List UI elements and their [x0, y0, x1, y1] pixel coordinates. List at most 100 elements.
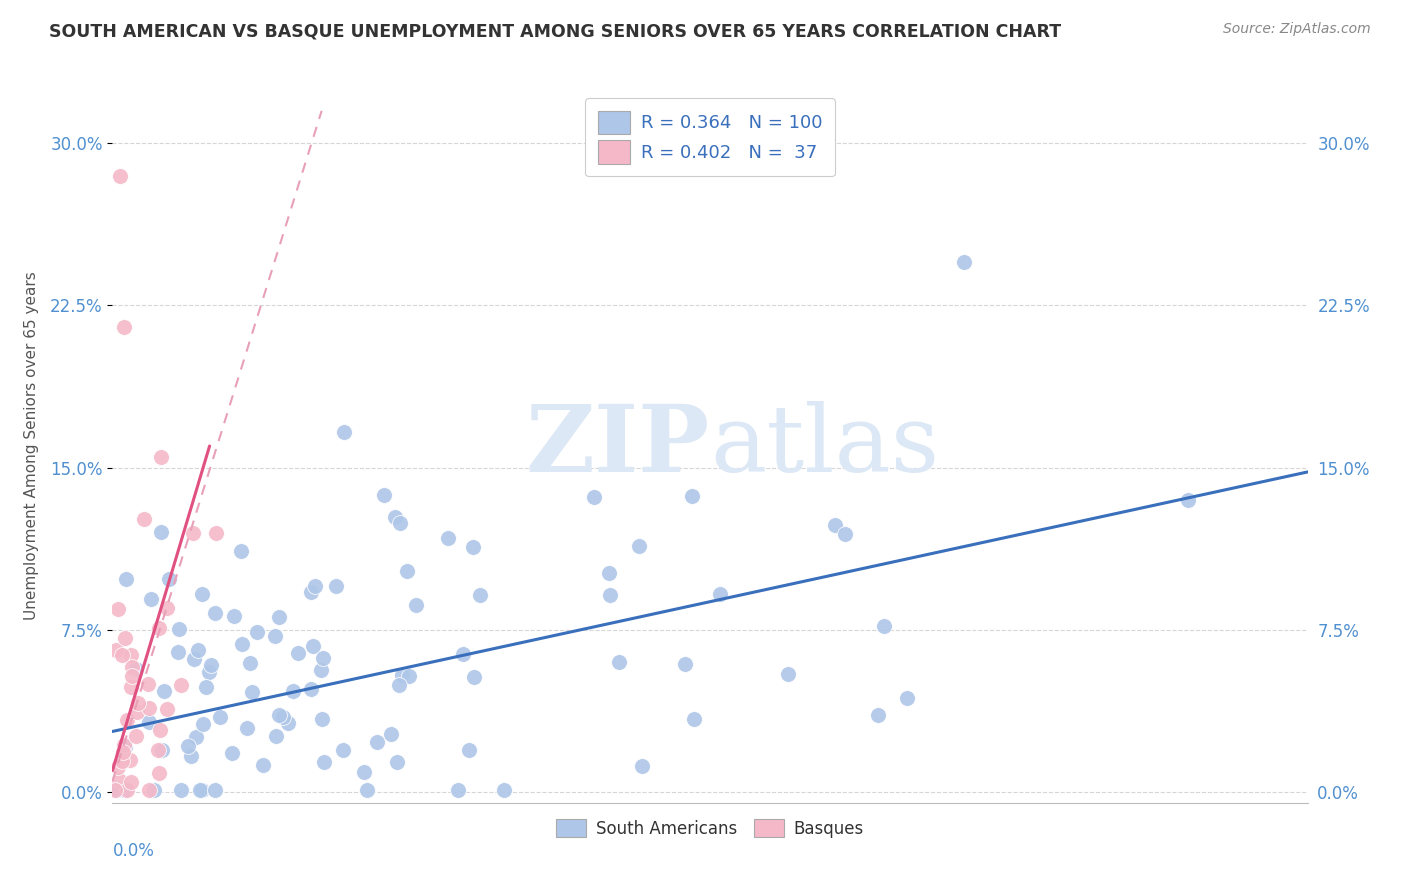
- Point: [148, 765, 170, 780]
- Point: [872, 619, 894, 633]
- Point: [105, 782, 128, 797]
- Point: [191, 717, 214, 731]
- Point: [115, 782, 138, 797]
- Point: [681, 489, 703, 503]
- Point: [104, 642, 127, 657]
- Point: [120, 648, 142, 663]
- Point: [125, 661, 148, 675]
- Point: [114, 740, 136, 755]
- Text: atlas: atlas: [710, 401, 939, 491]
- Point: [149, 524, 172, 539]
- Point: [120, 753, 142, 767]
- Point: [138, 782, 160, 797]
- Point: [115, 572, 138, 586]
- Point: [148, 621, 170, 635]
- Point: [468, 588, 491, 602]
- Point: [127, 696, 149, 710]
- Point: [132, 512, 155, 526]
- Point: [224, 609, 246, 624]
- Point: [107, 759, 129, 773]
- Text: ZIP: ZIP: [526, 401, 710, 491]
- Point: [868, 707, 890, 722]
- Point: [312, 651, 335, 665]
- Point: [186, 731, 208, 745]
- Point: [231, 637, 253, 651]
- Point: [287, 647, 309, 661]
- Point: [120, 774, 142, 789]
- Point: [353, 765, 375, 780]
- Point: [149, 450, 172, 464]
- Point: [239, 657, 262, 671]
- Point: [107, 602, 129, 616]
- Point: [281, 683, 304, 698]
- Point: [204, 525, 226, 540]
- Point: [1177, 493, 1199, 508]
- Point: [778, 666, 800, 681]
- Point: [277, 716, 299, 731]
- Point: [191, 587, 214, 601]
- Point: [111, 745, 134, 759]
- Point: [204, 782, 226, 797]
- Point: [209, 710, 232, 724]
- Point: [380, 727, 402, 741]
- Point: [108, 772, 131, 787]
- Point: [607, 656, 630, 670]
- Point: [181, 526, 204, 541]
- Point: [583, 490, 606, 504]
- Point: [111, 754, 134, 768]
- Point: [149, 723, 172, 737]
- Point: [264, 729, 287, 743]
- Point: [494, 782, 516, 797]
- Point: [121, 669, 143, 683]
- Point: [896, 691, 918, 706]
- Point: [236, 721, 259, 735]
- Point: [125, 729, 148, 743]
- Point: [302, 639, 325, 653]
- Point: [157, 572, 180, 586]
- Point: [631, 758, 654, 772]
- Point: [673, 657, 696, 671]
- Point: [104, 782, 127, 797]
- Point: [396, 564, 419, 578]
- Point: [111, 648, 134, 662]
- Point: [191, 782, 214, 797]
- Point: [269, 708, 291, 723]
- Point: [391, 668, 413, 682]
- Point: [299, 585, 322, 599]
- Point: [138, 700, 160, 714]
- Point: [405, 598, 427, 612]
- Point: [461, 540, 484, 554]
- Point: [142, 782, 165, 797]
- Point: [389, 516, 412, 531]
- Point: [463, 670, 485, 684]
- Point: [309, 663, 332, 677]
- Point: [114, 320, 135, 334]
- Point: [190, 782, 212, 797]
- Point: [150, 743, 173, 757]
- Point: [458, 743, 481, 757]
- Point: [136, 677, 159, 691]
- Point: [115, 713, 138, 727]
- Point: [127, 705, 149, 719]
- Point: [114, 631, 136, 645]
- Point: [356, 782, 378, 797]
- Point: [834, 527, 856, 541]
- Point: [204, 607, 226, 621]
- Text: SOUTH AMERICAN VS BASQUE UNEMPLOYMENT AMONG SENIORS OVER 65 YEARS CORRELATION CH: SOUTH AMERICAN VS BASQUE UNEMPLOYMENT AM…: [49, 22, 1062, 40]
- Point: [599, 588, 621, 602]
- Y-axis label: Unemployment Among Seniors over 65 years: Unemployment Among Seniors over 65 years: [24, 272, 39, 620]
- Point: [245, 625, 267, 640]
- Point: [436, 531, 458, 545]
- Point: [156, 600, 179, 615]
- Point: [332, 742, 354, 756]
- Legend: South Americans, Basques: South Americans, Basques: [550, 813, 870, 845]
- Point: [598, 566, 620, 581]
- Point: [311, 712, 333, 726]
- Point: [198, 665, 221, 679]
- Point: [299, 682, 322, 697]
- Point: [447, 782, 470, 797]
- Point: [195, 680, 218, 694]
- Point: [170, 678, 193, 692]
- Point: [120, 681, 142, 695]
- Point: [314, 755, 336, 769]
